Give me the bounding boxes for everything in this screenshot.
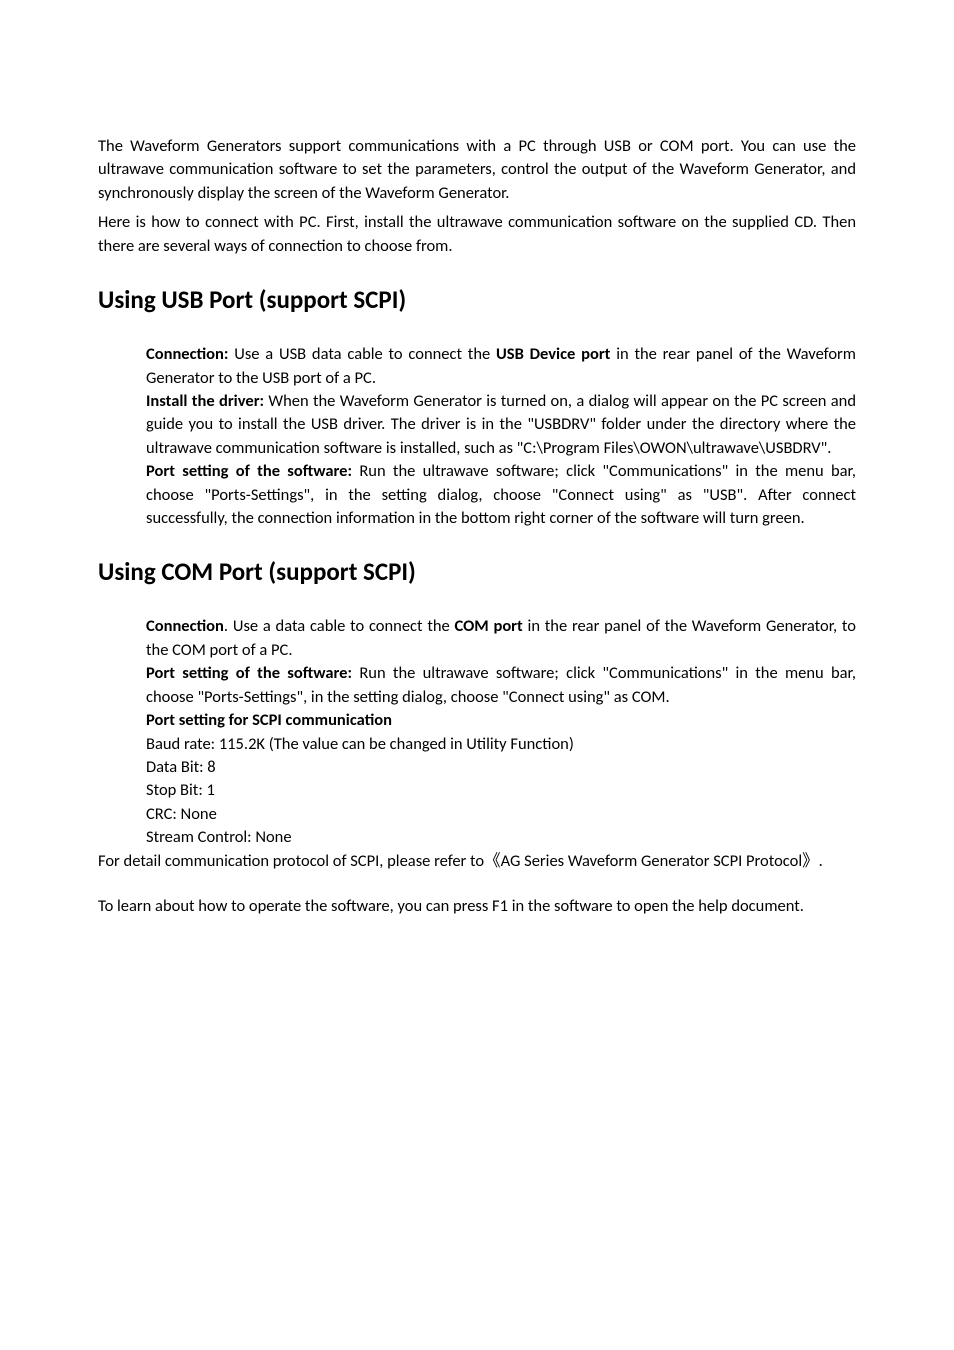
com-connection-text: . Use a data cable to connect the — [224, 616, 455, 636]
crc-line: CRC: None — [146, 803, 856, 826]
com-port-label: COM port — [455, 616, 523, 636]
help-paragraph: To learn about how to operate the softwa… — [98, 895, 856, 918]
usb-connection-paragraph: Connection: Use a USB data cable to conn… — [146, 343, 856, 390]
stop-bit-line: Stop Bit: 1 — [146, 779, 856, 802]
usb-heading: Using USB Port (support SCPI) — [98, 284, 856, 315]
intro-paragraph-2: Here is how to connect with PC. First, i… — [98, 211, 856, 258]
scpi-settings-heading: Port setting for SCPI communication — [146, 709, 856, 732]
usb-section: Connection: Use a USB data cable to conn… — [98, 343, 856, 530]
com-port-setting-label: Port setting of the software: — [146, 663, 352, 683]
usb-port-paragraph: Port setting of the software: Run the ul… — [146, 460, 856, 530]
usb-connection-label: Connection: — [146, 344, 228, 364]
usb-port-label: Port setting of the software: — [146, 461, 352, 481]
stream-control-line: Stream Control: None — [146, 826, 856, 849]
com-connection-paragraph: Connection. Use a data cable to connect … — [146, 615, 856, 662]
com-section: Connection. Use a data cable to connect … — [98, 615, 856, 849]
usb-driver-paragraph: Install the driver: When the Waveform Ge… — [146, 390, 856, 460]
usb-connection-text: Use a USB data cable to connect the — [228, 344, 496, 364]
com-heading: Using COM Port (support SCPI) — [98, 556, 856, 587]
com-connection-label: Connection — [146, 616, 224, 636]
baud-rate-line: Baud rate: 115.2K (The value can be chan… — [146, 733, 856, 756]
intro-paragraph-1: The Waveform Generators support communic… — [98, 135, 856, 205]
scpi-detail-paragraph: For detail communication protocol of SCP… — [98, 850, 856, 873]
usb-device-port-label: USB Device port — [496, 344, 610, 364]
document-page: The Waveform Generators support communic… — [0, 0, 954, 979]
com-port-paragraph: Port setting of the software: Run the ul… — [146, 662, 856, 709]
data-bit-line: Data Bit: 8 — [146, 756, 856, 779]
usb-driver-label: Install the driver: — [146, 391, 264, 411]
